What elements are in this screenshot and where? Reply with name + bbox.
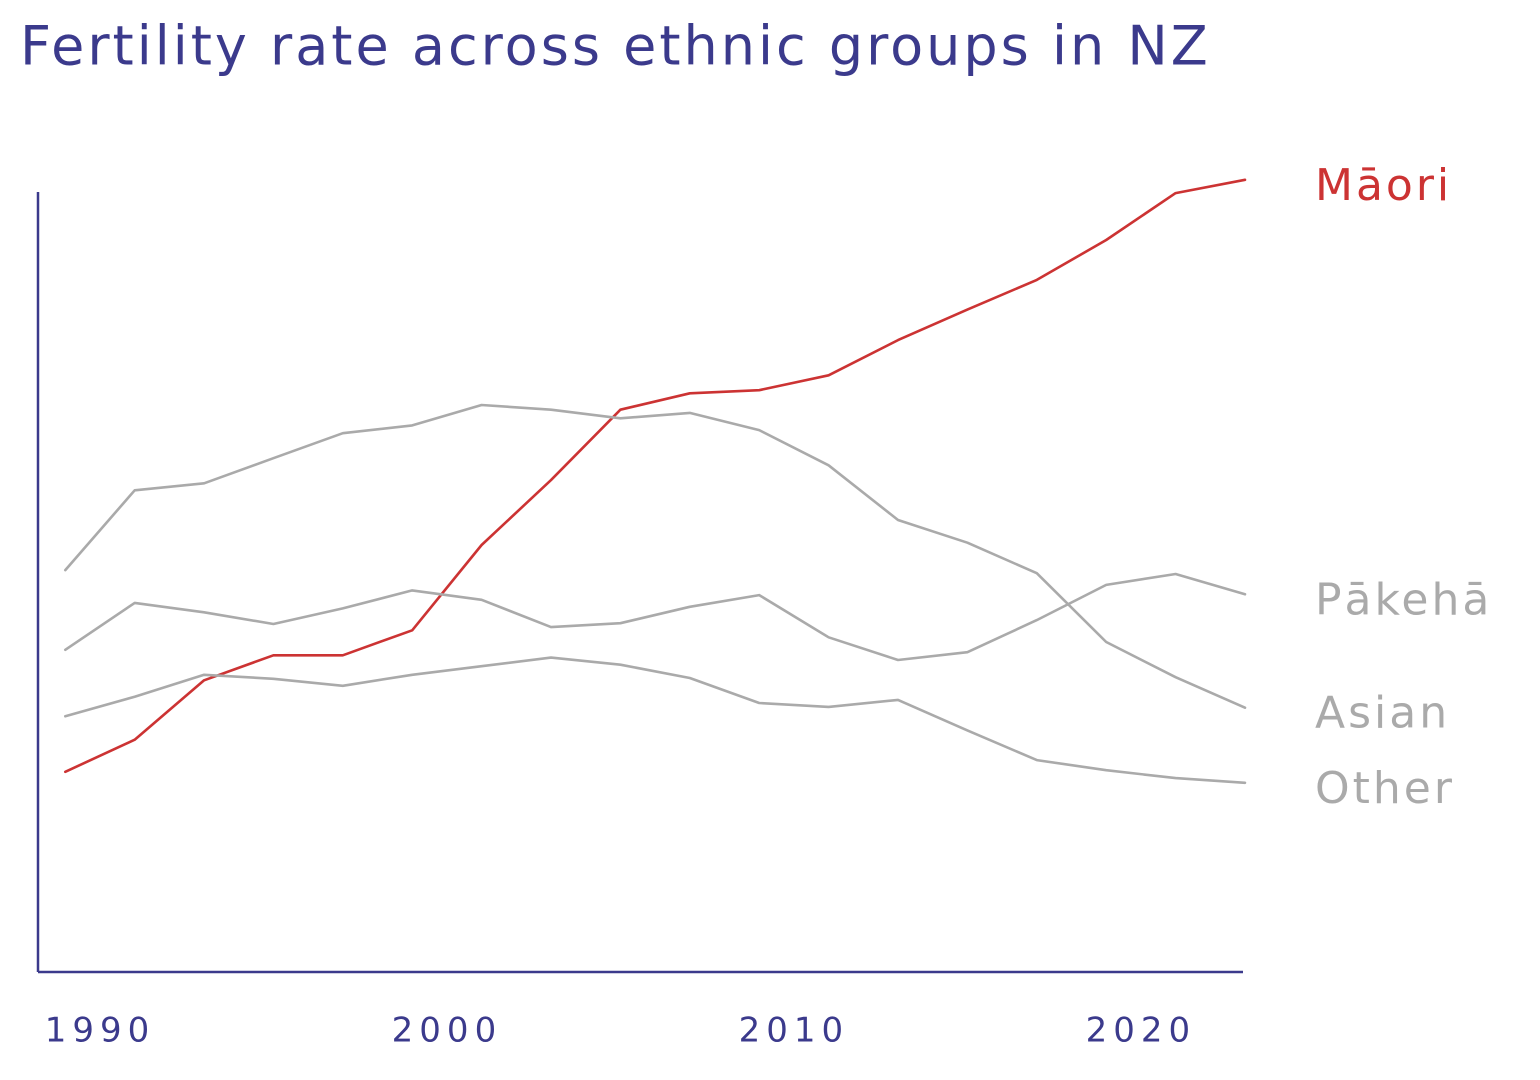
series-label: Māori (1315, 160, 1452, 211)
series-line (64, 656, 1247, 785)
chart-title: Fertility rate across ethnic groups in N… (20, 15, 1211, 78)
x-tick-label: 2020 (1086, 1011, 1197, 1051)
series-label: Asian (1315, 688, 1450, 739)
series-label: Pākehā (1315, 574, 1492, 625)
x-tick-label: 1990 (45, 1011, 156, 1051)
series-label: Other (1315, 763, 1455, 814)
series-line (64, 572, 1247, 662)
x-tick-label: 2000 (392, 1011, 503, 1051)
x-tick-label: 2010 (739, 1011, 850, 1051)
series-line (64, 403, 1247, 709)
series-line (64, 178, 1247, 774)
